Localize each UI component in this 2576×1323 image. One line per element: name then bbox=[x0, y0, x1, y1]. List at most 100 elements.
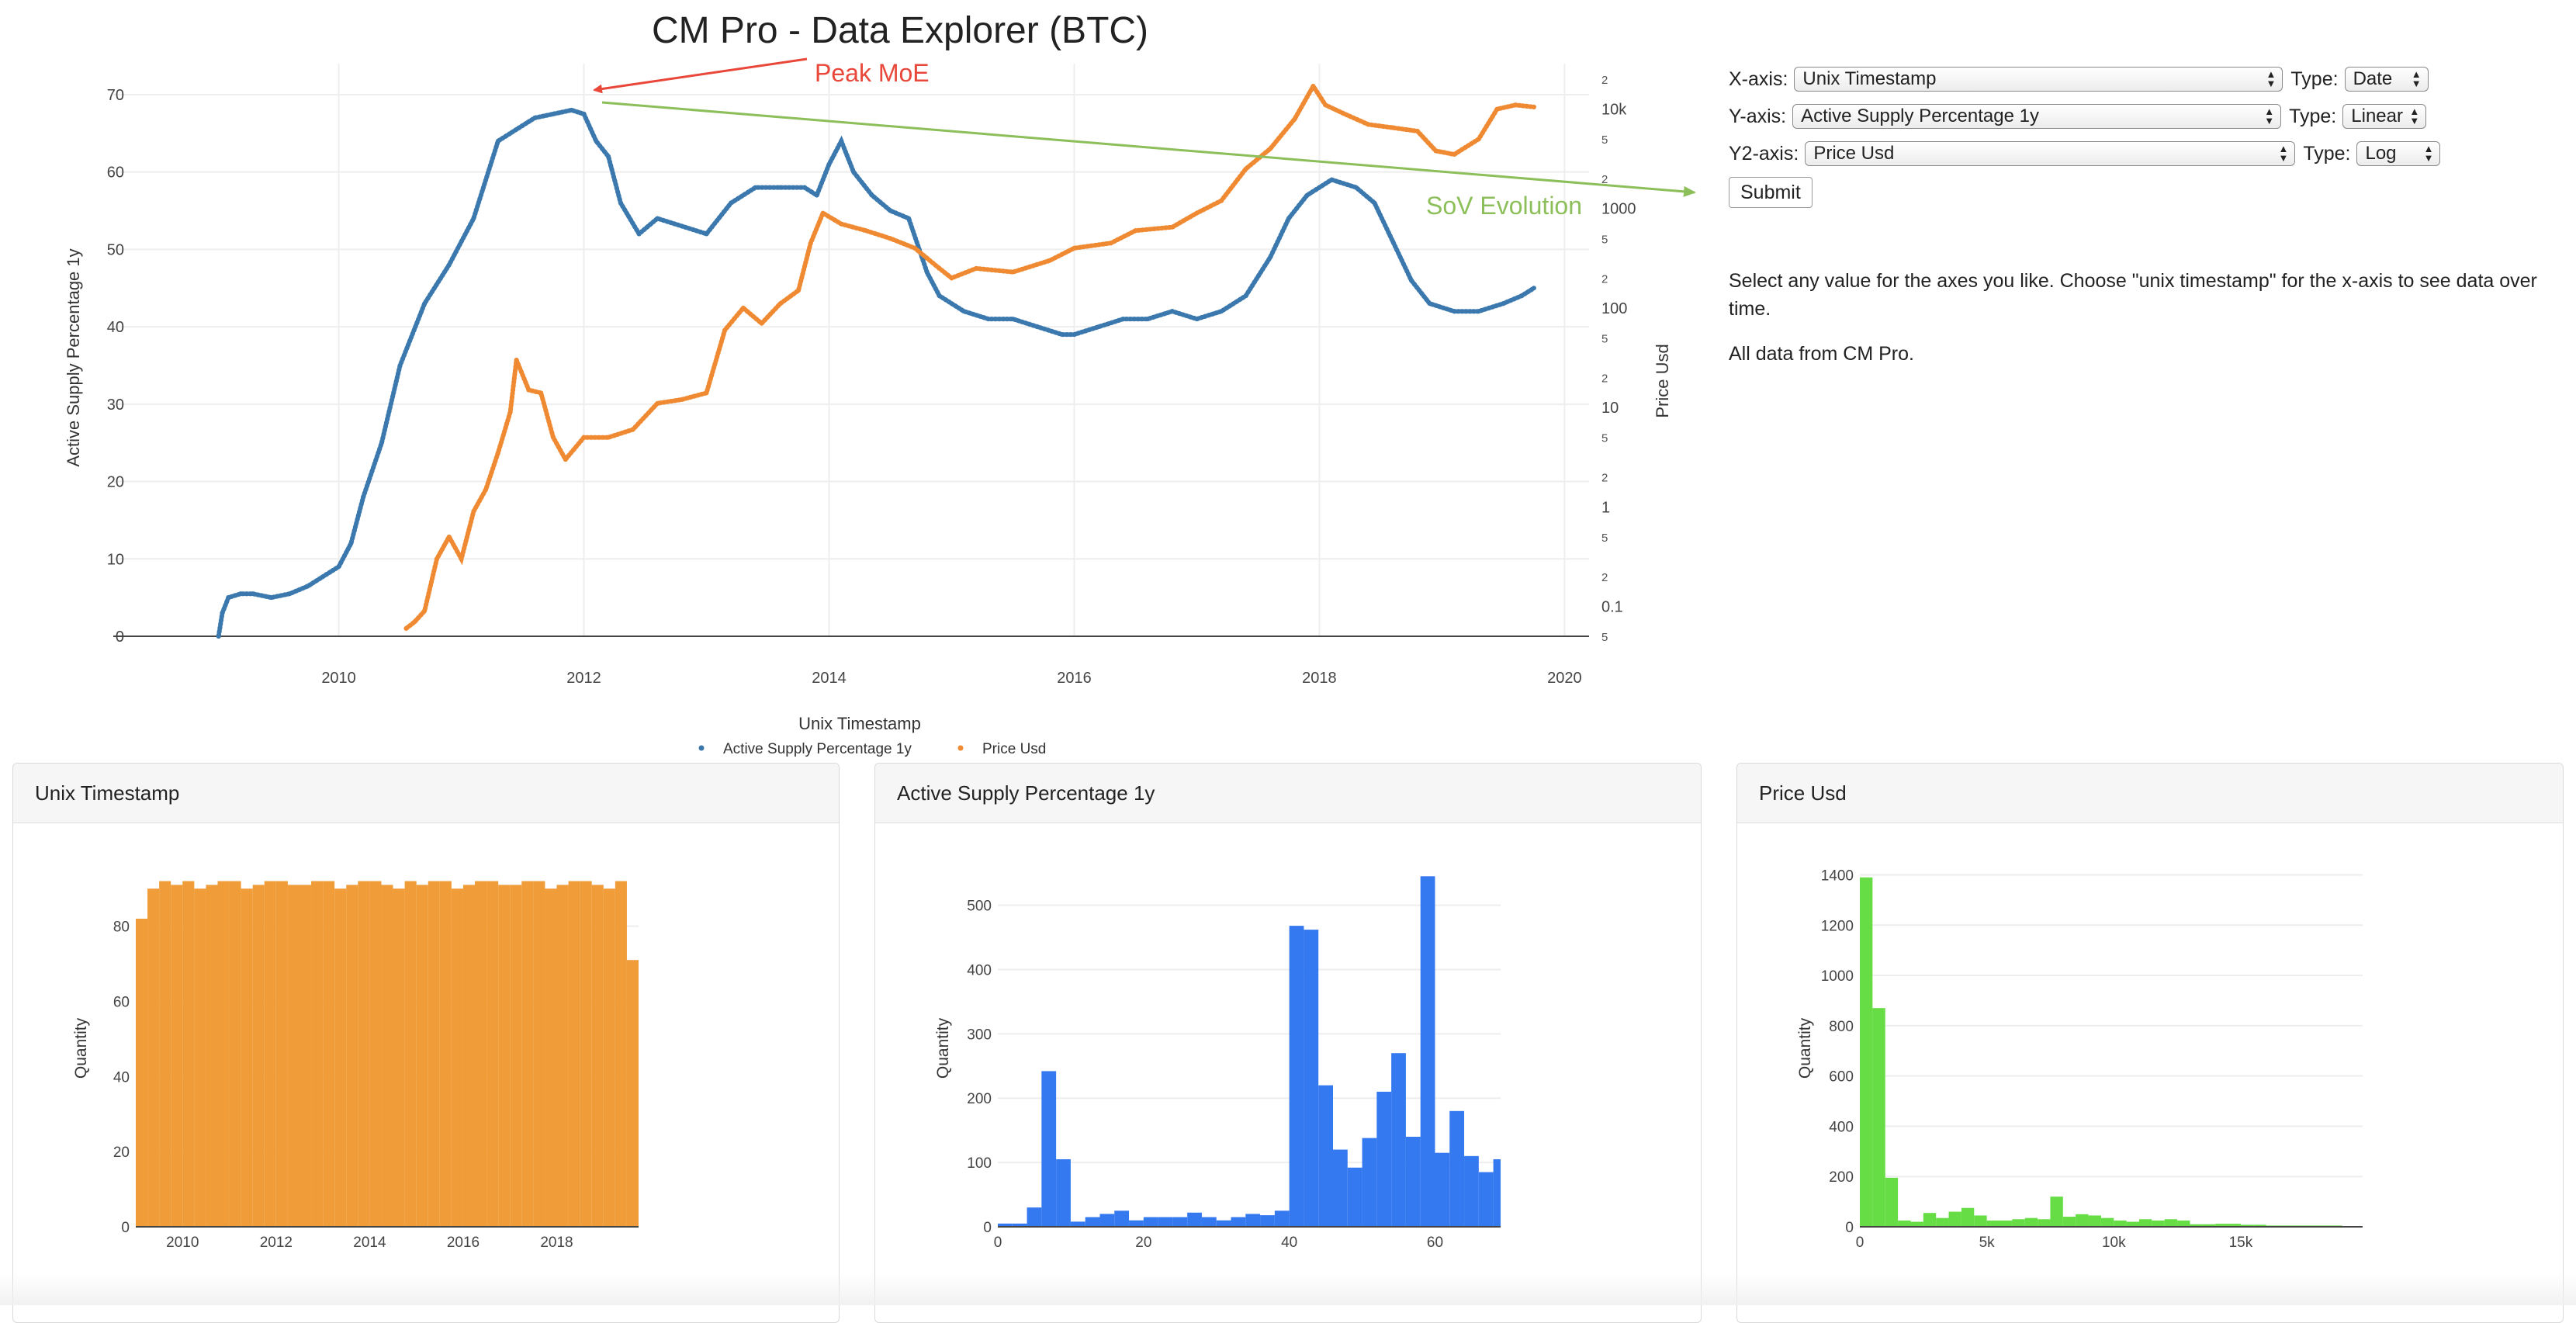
data-point bbox=[551, 435, 556, 440]
y2-minor-tick-label: 5 bbox=[1601, 133, 1608, 147]
histogram-bar bbox=[439, 881, 452, 1227]
select-arrows-icon: ▲ ▼ bbox=[2266, 68, 2277, 89]
data-point bbox=[906, 216, 912, 221]
y-tick-label: 1400 bbox=[1821, 868, 1854, 884]
y-tick-label: 0 bbox=[983, 1220, 992, 1236]
y-type-select[interactable]: Linear ▲ ▼ bbox=[2342, 104, 2427, 129]
credit-text: All data from CM Pro. bbox=[1729, 343, 1914, 365]
data-point bbox=[937, 265, 942, 271]
histogram-bar bbox=[475, 881, 487, 1227]
histogram-bar bbox=[2253, 1224, 2266, 1227]
x-tick-label: 0 bbox=[1856, 1235, 1864, 1251]
data-point bbox=[1366, 122, 1371, 127]
data-point bbox=[495, 450, 500, 455]
y2-minor-tick-label: 2 bbox=[1601, 571, 1608, 584]
x-tick-label: 2014 bbox=[353, 1235, 386, 1251]
y2-minor-tick-label: 5 bbox=[1601, 432, 1608, 445]
data-point bbox=[802, 185, 807, 190]
peak-moe-arrow bbox=[593, 57, 808, 94]
data-point bbox=[1219, 198, 1224, 203]
histogram-bar bbox=[1041, 1071, 1057, 1227]
y2-minor-tick-label: 5 bbox=[1601, 631, 1608, 644]
histogram-bar bbox=[2177, 1220, 2190, 1227]
info-text: Select any value for the axes you like. … bbox=[1729, 270, 2537, 320]
histogram-bar bbox=[591, 885, 604, 1227]
select-arrows-icon: ▲ ▼ bbox=[2278, 143, 2289, 164]
histogram-bar bbox=[1289, 926, 1304, 1227]
y-tick-label: 500 bbox=[967, 899, 992, 915]
y-tick-label: 100 bbox=[967, 1155, 992, 1172]
histogram-bar bbox=[568, 881, 580, 1227]
main-scatter-chart: 2010201220142016201820200102030405060700… bbox=[64, 57, 1696, 757]
histogram-bar bbox=[2139, 1219, 2152, 1227]
histogram-bar bbox=[615, 881, 627, 1227]
data-point bbox=[306, 584, 311, 589]
histogram-bar bbox=[486, 881, 499, 1227]
histogram-bar bbox=[1201, 1217, 1217, 1227]
data-point bbox=[220, 611, 225, 616]
histogram-bar bbox=[545, 888, 557, 1227]
panel-title: Price Usd bbox=[1737, 764, 2563, 823]
x-axis-select-value: Unix Timestamp bbox=[1802, 68, 1937, 89]
select-arrows-icon: ▲ ▼ bbox=[2409, 106, 2420, 126]
x-axis-select[interactable]: Unix Timestamp ▲ ▼ bbox=[1794, 67, 2283, 92]
active-supply-histogram: 0 100 200 300 400 500 0 20 40 60 Quantity bbox=[934, 876, 1501, 1251]
histogram-bar bbox=[1027, 1207, 1042, 1227]
y-axis-select[interactable]: Active Supply Percentage 1y ▲ ▼ bbox=[1792, 104, 2282, 129]
data-point bbox=[1353, 185, 1359, 190]
histogram-bar bbox=[1478, 1172, 1494, 1227]
data-point bbox=[606, 435, 611, 440]
x-type-select[interactable]: Date ▲ ▼ bbox=[2344, 67, 2429, 92]
data-point bbox=[1501, 301, 1506, 307]
histogram-bar bbox=[1347, 1167, 1362, 1227]
histogram-bar bbox=[626, 960, 639, 1227]
data-point bbox=[888, 208, 893, 213]
histogram-bar bbox=[1158, 1217, 1173, 1227]
histogram-bar bbox=[556, 885, 569, 1227]
data-point bbox=[1047, 258, 1052, 263]
y2-tick-label: 10 bbox=[1601, 400, 1619, 417]
y2-axis-select-value: Price Usd bbox=[1813, 143, 1895, 164]
histogram-bar bbox=[299, 885, 312, 1227]
select-arrows-icon: ▲ ▼ bbox=[2264, 106, 2275, 126]
histogram-bar bbox=[369, 881, 382, 1227]
histogram-bar bbox=[182, 881, 195, 1227]
submit-button[interactable]: Submit bbox=[1729, 177, 1813, 208]
data-point bbox=[1194, 317, 1200, 322]
page-title: CM Pro - Data Explorer (BTC) bbox=[651, 10, 1149, 51]
y2-minor-tick-label: 2 bbox=[1601, 173, 1608, 186]
y-tick-label: 50 bbox=[107, 241, 124, 258]
y2-minor-tick-label: 2 bbox=[1601, 372, 1608, 386]
data-point bbox=[1408, 278, 1414, 283]
sov-evolution-arrow bbox=[601, 101, 1696, 197]
data-point bbox=[1145, 317, 1151, 322]
data-point bbox=[403, 625, 409, 631]
y2-tick-label: 100 bbox=[1601, 300, 1627, 317]
histogram-bar bbox=[451, 888, 463, 1227]
x-tick-label: 0 bbox=[994, 1235, 1002, 1251]
histogram-bar bbox=[498, 885, 511, 1227]
histogram-bar bbox=[1405, 1136, 1421, 1227]
histogram-bar bbox=[194, 888, 206, 1227]
histogram-bar bbox=[2164, 1219, 2178, 1227]
y-tick-label: 20 bbox=[113, 1145, 130, 1161]
data-point bbox=[655, 400, 660, 406]
histogram-bar bbox=[393, 888, 405, 1227]
legend-label: Active Supply Percentage 1y bbox=[723, 741, 912, 757]
histogram-bar bbox=[521, 881, 534, 1227]
data-point bbox=[1133, 228, 1138, 234]
series-line-1 bbox=[403, 81, 1536, 631]
histogram-bar bbox=[1936, 1217, 1949, 1227]
histogram-bar bbox=[311, 881, 324, 1227]
y2-axis-select[interactable]: Price Usd ▲ ▼ bbox=[1805, 141, 2296, 166]
histogram-bar bbox=[2062, 1217, 2076, 1227]
histogram-bar bbox=[404, 881, 417, 1227]
data-point bbox=[1452, 309, 1457, 314]
histogram-bar bbox=[1187, 1212, 1202, 1227]
x-tick-label: 2012 bbox=[260, 1235, 293, 1251]
data-point bbox=[361, 494, 366, 500]
y-axis-title: Quantity bbox=[934, 1017, 952, 1079]
data-point bbox=[1219, 309, 1224, 314]
select-arrows-icon: ▲ ▼ bbox=[2423, 143, 2434, 164]
y2-type-select[interactable]: Log ▲ ▼ bbox=[2356, 141, 2441, 166]
